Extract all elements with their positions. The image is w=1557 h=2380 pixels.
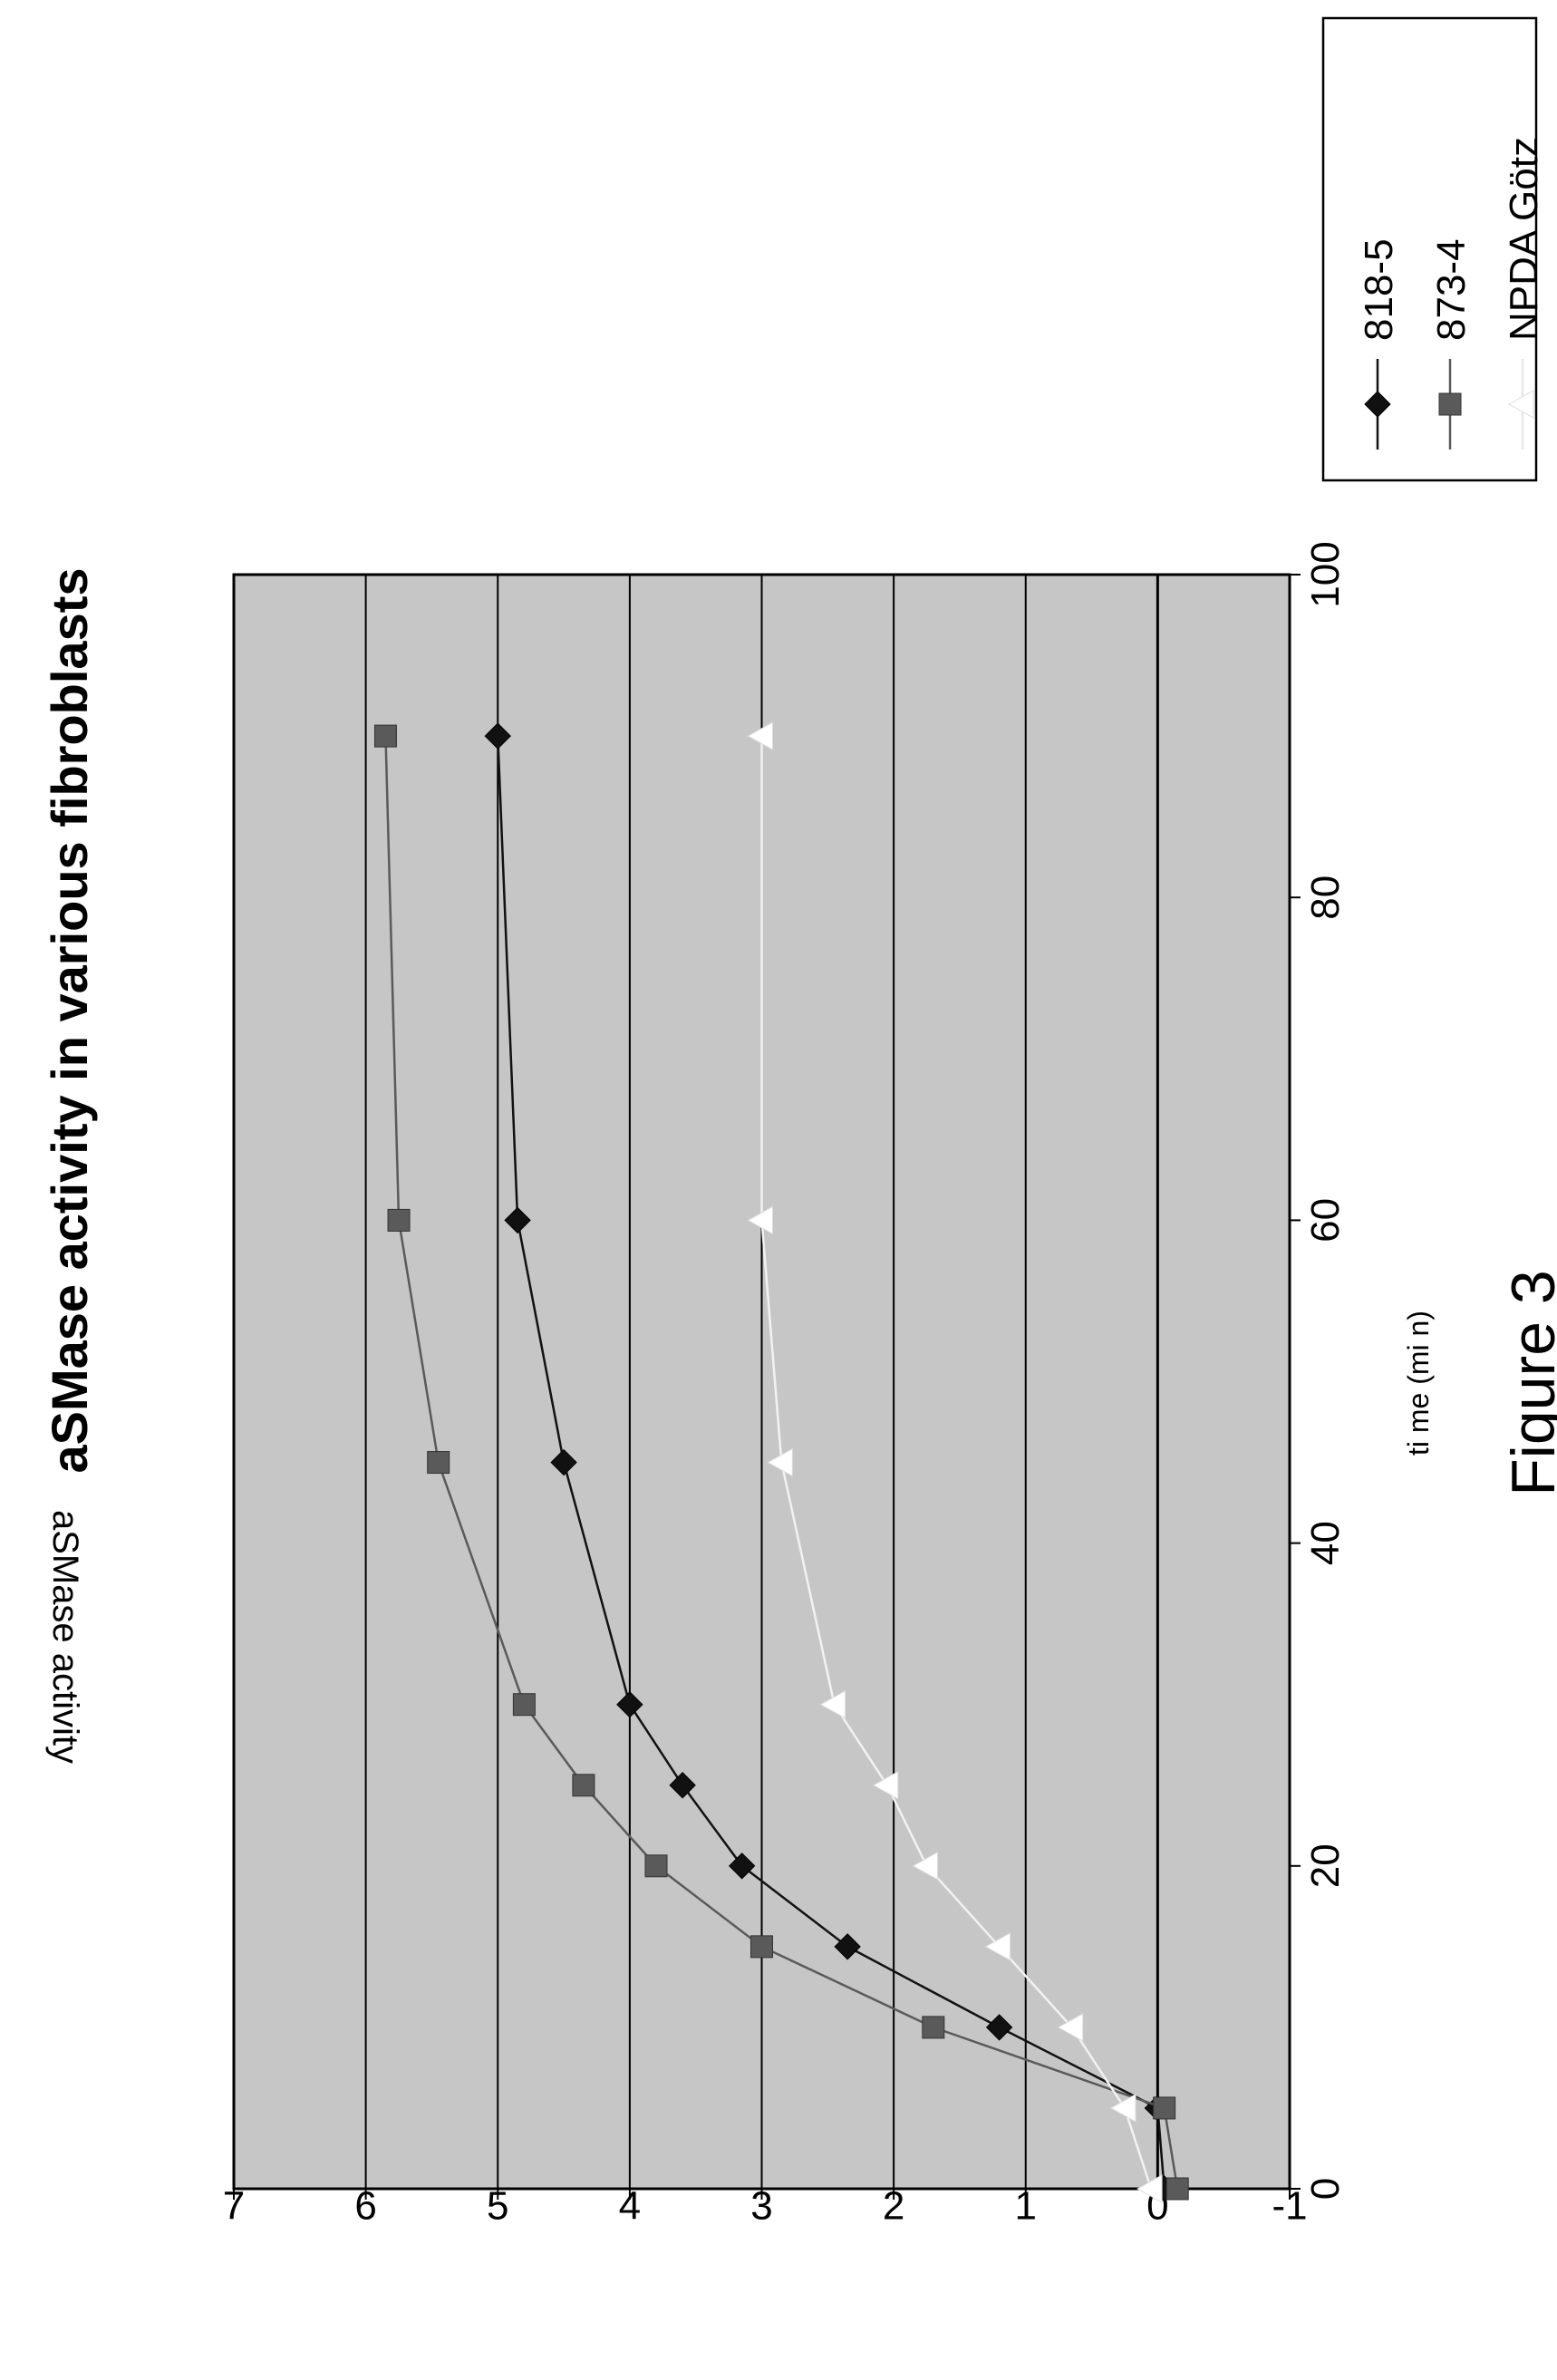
data-point bbox=[512, 1693, 536, 1717]
data-point bbox=[984, 1932, 1011, 1961]
data-point bbox=[922, 2016, 945, 2039]
data-point bbox=[484, 722, 511, 750]
legend-marker bbox=[1507, 390, 1534, 419]
y-tick-label: 4 bbox=[619, 2184, 641, 2229]
y-tick-label: 5 bbox=[487, 2184, 508, 2229]
data-point bbox=[427, 1451, 450, 1475]
series-line bbox=[760, 736, 1153, 2190]
x-tick-label: 40 bbox=[1303, 1521, 1348, 1565]
series-2 bbox=[373, 724, 1189, 2201]
data-point bbox=[644, 1854, 668, 1878]
y-tick-label: 2 bbox=[883, 2184, 904, 2229]
series-group bbox=[373, 721, 1189, 2203]
legend-marker bbox=[1438, 392, 1462, 416]
legend-label: 818-5 bbox=[1357, 238, 1401, 341]
data-point bbox=[767, 1447, 793, 1477]
data-point bbox=[1153, 2096, 1176, 2120]
x-axis-label: ti me (mi n) bbox=[1402, 1311, 1435, 1456]
x-tick-label: 80 bbox=[1303, 876, 1348, 920]
rotated-chart-group: aSMase activity in various fibroblasts -… bbox=[41, 16, 1557, 2229]
data-point bbox=[747, 721, 773, 750]
data-point bbox=[872, 1770, 899, 1800]
data-point bbox=[912, 1851, 939, 1881]
data-point bbox=[1165, 2177, 1189, 2201]
data-point bbox=[750, 1935, 773, 1959]
data-point bbox=[669, 1772, 696, 1799]
data-point bbox=[616, 1690, 643, 1718]
y-tick-label: -1 bbox=[1272, 2184, 1307, 2229]
x-tick-label: 60 bbox=[1303, 1198, 1348, 1243]
data-point bbox=[572, 1774, 595, 1797]
x-tick-label: 0 bbox=[1303, 2178, 1348, 2200]
data-point bbox=[819, 1689, 846, 1719]
data-point bbox=[834, 1933, 861, 1960]
data-point bbox=[504, 1206, 531, 1234]
legend: 818-5 873-4 NPDA Götz bbox=[1321, 16, 1546, 482]
figure-caption: Figure 3 bbox=[1499, 1270, 1557, 1495]
series-line bbox=[497, 736, 1165, 2190]
y-tick-label: 3 bbox=[750, 2184, 772, 2229]
data-point bbox=[1057, 2013, 1084, 2042]
legend-label: 873-4 bbox=[1429, 238, 1474, 341]
data-point bbox=[747, 1205, 773, 1235]
y-axis-label: aSMase activity bbox=[45, 1510, 85, 1764]
y-tick-label: 1 bbox=[1015, 2184, 1037, 2229]
x-tick-label: 100 bbox=[1303, 541, 1348, 607]
legend-label: NPDA Götz bbox=[1502, 137, 1546, 341]
chart-title: aSMase activity in various fibroblasts bbox=[41, 567, 98, 1473]
series-line bbox=[384, 736, 1179, 2190]
y-tick-label: 7 bbox=[223, 2184, 245, 2229]
data-point bbox=[985, 2014, 1013, 2041]
data-point bbox=[1109, 2094, 1136, 2123]
data-point bbox=[550, 1448, 577, 1476]
x-tick-label: 20 bbox=[1303, 1843, 1348, 1888]
data-point bbox=[387, 1208, 411, 1232]
y-tick-label: 6 bbox=[354, 2184, 376, 2229]
series-3 bbox=[747, 721, 1163, 2203]
data-point bbox=[1136, 2174, 1163, 2203]
data-point bbox=[373, 724, 397, 748]
legend-marker bbox=[1364, 391, 1391, 418]
data-point bbox=[728, 1853, 756, 1880]
